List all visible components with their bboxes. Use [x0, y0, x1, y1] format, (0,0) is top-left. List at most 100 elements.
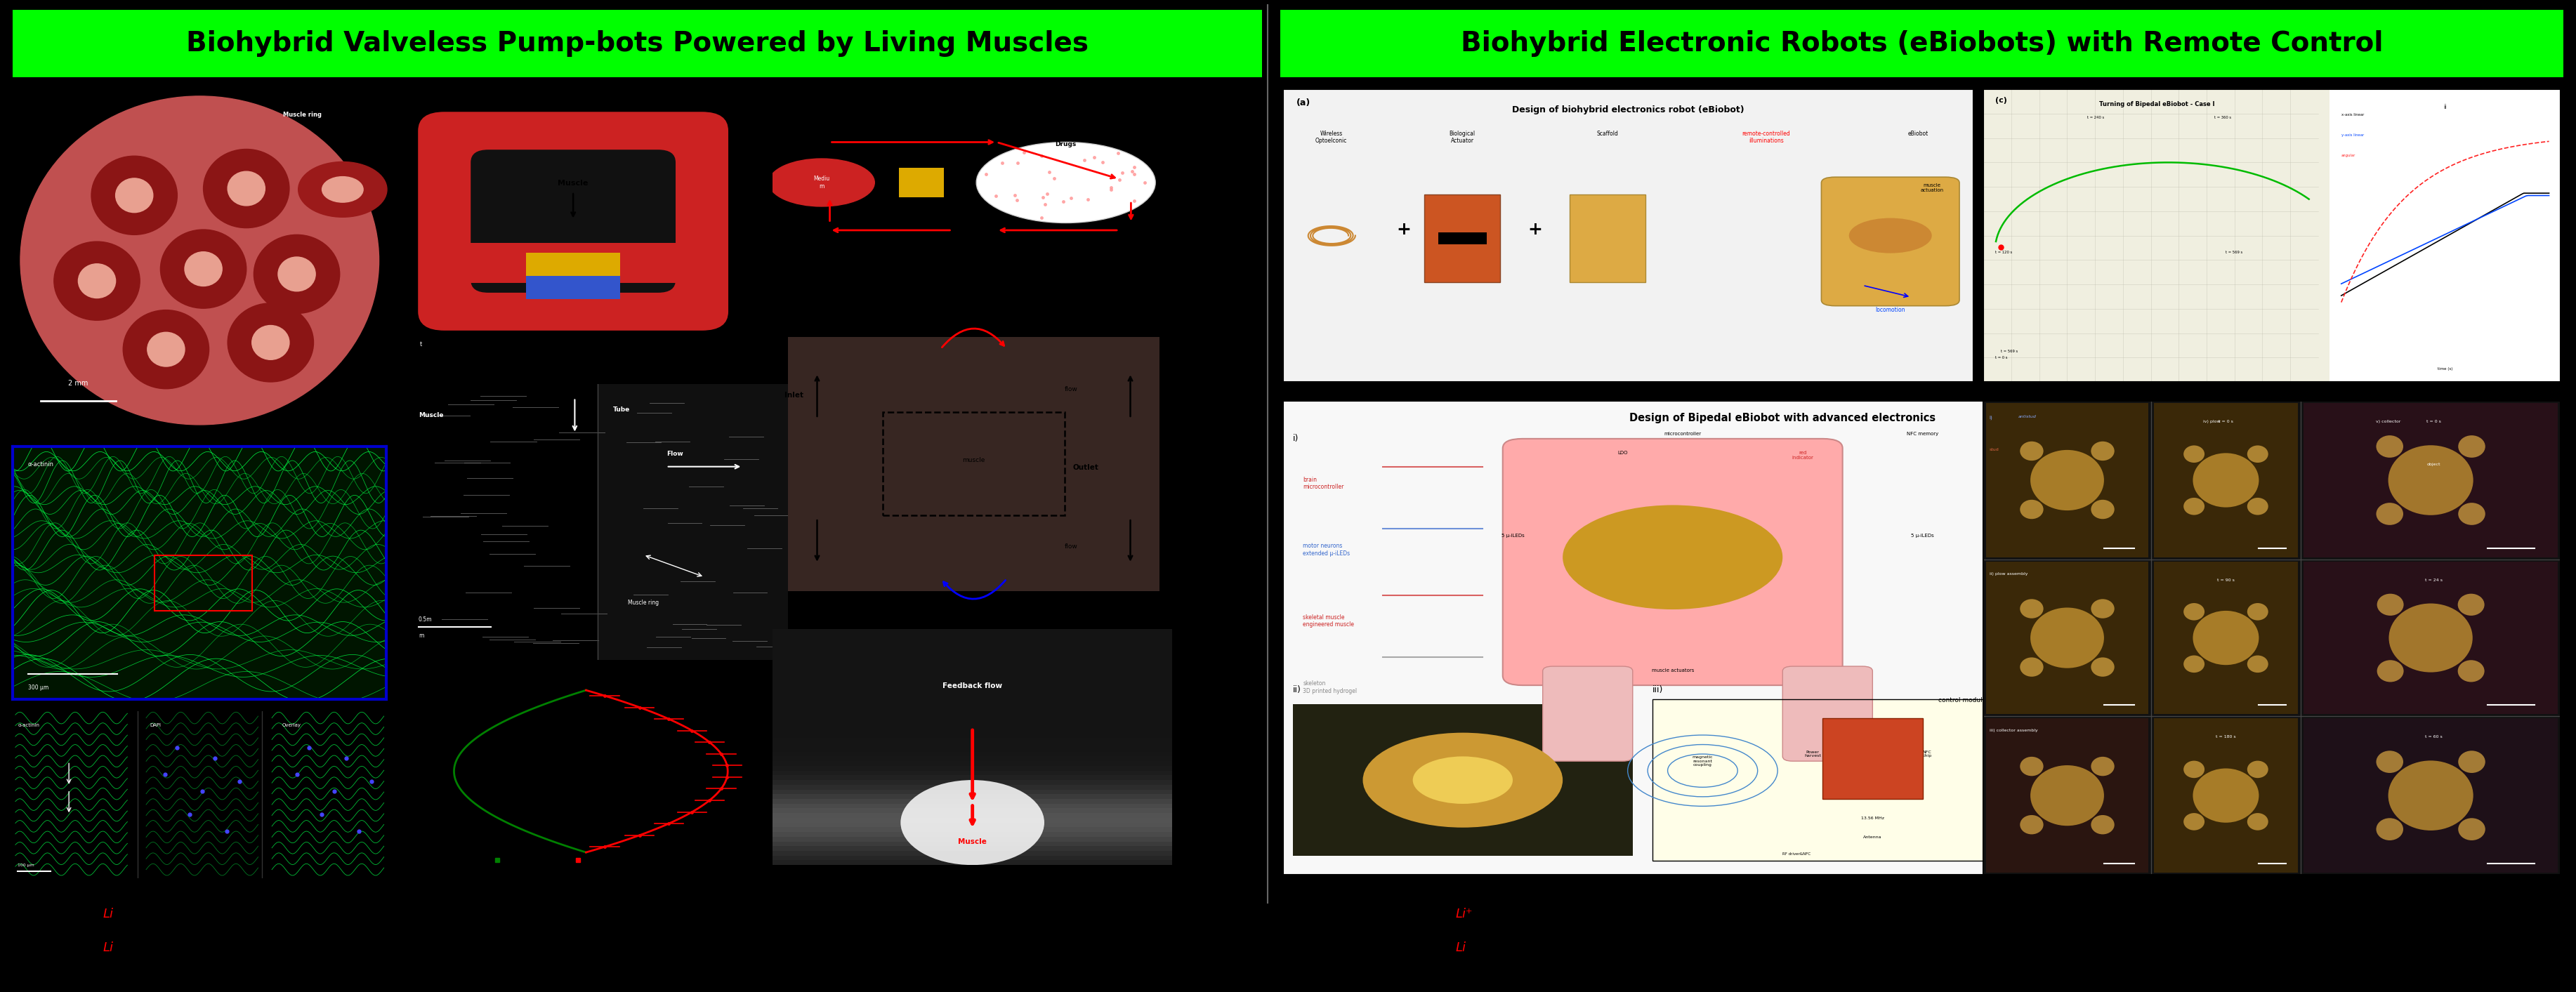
- Circle shape: [2458, 435, 2486, 457]
- Circle shape: [2246, 445, 2269, 462]
- Bar: [773, 639, 1172, 643]
- Text: object: object: [2427, 462, 2439, 466]
- Bar: [773, 785, 1172, 790]
- Circle shape: [255, 235, 340, 313]
- FancyBboxPatch shape: [1569, 194, 1646, 283]
- Text: 5 μ-iLEDs: 5 μ-iLEDs: [1502, 534, 1525, 538]
- Text: Biohybrid Electronic Robots (eBiobots) with Remote Control: Biohybrid Electronic Robots (eBiobots) w…: [1461, 31, 2383, 57]
- Text: stimulation: stimulation: [2074, 742, 2099, 746]
- Bar: [773, 699, 1172, 704]
- Circle shape: [2092, 815, 2115, 834]
- Bar: [773, 855, 1172, 860]
- Text: flow: flow: [1064, 386, 1077, 393]
- Text: Flow: Flow: [667, 450, 683, 457]
- Bar: [773, 714, 1172, 718]
- Circle shape: [2030, 765, 2105, 825]
- Text: t = 0 s: t = 0 s: [1994, 356, 2007, 359]
- Text: microcontroller: microcontroller: [1664, 432, 1700, 435]
- Circle shape: [2184, 813, 2205, 830]
- Bar: [773, 677, 1172, 681]
- Bar: [773, 653, 1172, 658]
- Circle shape: [160, 229, 247, 309]
- Circle shape: [2375, 751, 2403, 773]
- Circle shape: [2458, 503, 2486, 525]
- Bar: [773, 690, 1172, 695]
- Bar: [773, 808, 1172, 813]
- Bar: [773, 667, 1172, 672]
- Text: Li: Li: [103, 941, 113, 954]
- Text: Muscle ring: Muscle ring: [629, 599, 659, 606]
- Bar: [598, 384, 788, 660]
- Bar: [773, 634, 1172, 639]
- Text: Mediu
m: Mediu m: [814, 176, 829, 189]
- Circle shape: [2388, 445, 2473, 515]
- Circle shape: [2184, 498, 2205, 515]
- Text: (a): (a): [1296, 98, 1311, 107]
- Bar: [773, 860, 1172, 865]
- Circle shape: [1363, 733, 1564, 827]
- Bar: [1986, 562, 2148, 713]
- Text: Design of biohybrid electronics robot (eBiobot): Design of biohybrid electronics robot (e…: [1512, 105, 1744, 114]
- Text: t = 0 s: t = 0 s: [2218, 420, 2233, 424]
- Bar: [773, 827, 1172, 832]
- Text: α-actinin: α-actinin: [18, 723, 39, 727]
- Text: LDO: LDO: [1618, 450, 1628, 454]
- Circle shape: [2458, 660, 2483, 682]
- Text: RF driver&NFC: RF driver&NFC: [1783, 852, 1811, 856]
- Text: 0.5m: 0.5m: [417, 616, 433, 622]
- Bar: [773, 813, 1172, 817]
- Text: Muscle: Muscle: [958, 838, 987, 845]
- Circle shape: [124, 310, 209, 389]
- Text: t = 24 s: t = 24 s: [2424, 578, 2442, 582]
- Text: skeletal muscle
engineered muscle: skeletal muscle engineered muscle: [1303, 614, 1355, 628]
- Bar: [773, 841, 1172, 846]
- Text: NFC memory: NFC memory: [1906, 432, 1937, 435]
- Circle shape: [2092, 441, 2115, 460]
- Text: Power
harvest: Power harvest: [1803, 750, 1821, 758]
- Bar: [773, 695, 1172, 699]
- Text: antistud: antistud: [2017, 415, 2035, 419]
- Circle shape: [1850, 218, 1932, 253]
- Bar: [446, 243, 703, 284]
- Bar: [773, 733, 1172, 737]
- Text: (c): (c): [1994, 96, 2007, 103]
- Text: Muscle ring: Muscle ring: [283, 112, 322, 118]
- Text: flow: flow: [1064, 544, 1077, 550]
- Text: time (s): time (s): [2437, 367, 2452, 371]
- Circle shape: [2020, 500, 2043, 519]
- Text: Inlet: Inlet: [783, 392, 804, 399]
- Bar: [773, 757, 1172, 761]
- Bar: [526, 253, 621, 276]
- FancyBboxPatch shape: [1783, 667, 1873, 761]
- Text: Biological
Actuator: Biological Actuator: [1450, 130, 1476, 144]
- Circle shape: [2378, 593, 2403, 616]
- Text: iii) collector assembly: iii) collector assembly: [1989, 729, 2038, 732]
- Text: t = 90 s: t = 90 s: [2218, 578, 2233, 582]
- Circle shape: [252, 325, 289, 360]
- Bar: [773, 752, 1172, 757]
- Circle shape: [227, 172, 265, 205]
- Circle shape: [204, 149, 289, 228]
- Circle shape: [2378, 660, 2403, 682]
- Text: Tube: Tube: [613, 407, 631, 413]
- Bar: [773, 658, 1172, 662]
- Bar: [773, 761, 1172, 766]
- Circle shape: [2184, 603, 2205, 620]
- Bar: [2303, 403, 2558, 558]
- Circle shape: [2458, 818, 2486, 840]
- Bar: [2329, 89, 2561, 382]
- Circle shape: [2092, 599, 2115, 618]
- Bar: [773, 836, 1172, 841]
- FancyBboxPatch shape: [471, 150, 675, 293]
- Circle shape: [2184, 656, 2205, 673]
- Text: Antenna: Antenna: [1862, 797, 1883, 800]
- Bar: [773, 846, 1172, 851]
- Circle shape: [2246, 498, 2269, 515]
- Bar: [773, 747, 1172, 752]
- Circle shape: [2020, 658, 2043, 677]
- Circle shape: [2246, 656, 2269, 673]
- Bar: [773, 804, 1172, 808]
- Text: Outlet: Outlet: [1072, 464, 1097, 471]
- Bar: [773, 790, 1172, 795]
- Text: eBiobot: eBiobot: [1909, 130, 1929, 137]
